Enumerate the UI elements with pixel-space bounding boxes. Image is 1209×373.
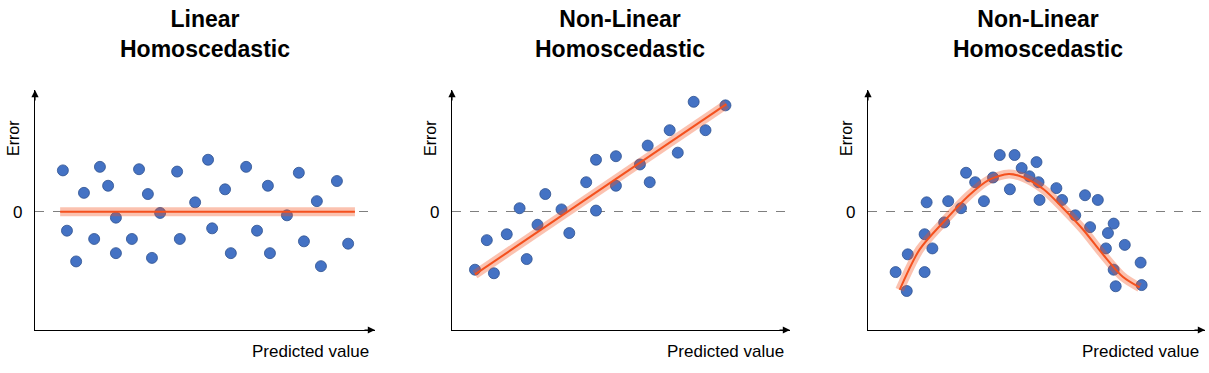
svg-text:Predicted value: Predicted value [667, 342, 784, 361]
svg-text:Non-LinearHomoscedastic: Non-LinearHomoscedastic [953, 6, 1123, 62]
svg-text:0: 0 [430, 203, 439, 222]
svg-text:Predicted value: Predicted value [252, 342, 369, 361]
svg-text:LinearHomoscedastic: LinearHomoscedastic [120, 6, 290, 62]
svg-text:Error: Error [5, 120, 22, 156]
svg-text:Error: Error [838, 120, 855, 156]
svg-text:Non-LinearHomoscedastic: Non-LinearHomoscedastic [535, 6, 705, 62]
svg-text:0: 0 [13, 203, 22, 222]
svg-text:Error: Error [422, 120, 439, 156]
svg-text:Predicted value: Predicted value [1082, 342, 1199, 361]
svg-text:0: 0 [846, 203, 855, 222]
